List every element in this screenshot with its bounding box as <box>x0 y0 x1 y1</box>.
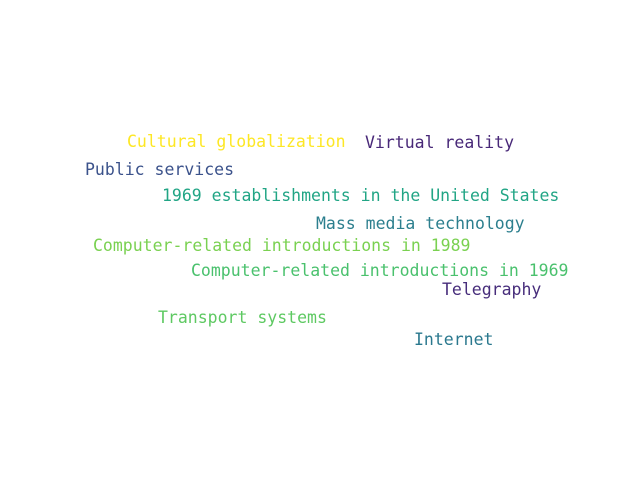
word-virtual-reality: Virtual reality <box>365 133 515 152</box>
word-mass-media-technology: Mass media technology <box>316 214 525 233</box>
word-transport-systems: Transport systems <box>158 308 327 327</box>
word-introductions-1989: Computer-related introductions in 1989 <box>93 236 471 255</box>
word-internet: Internet <box>414 330 494 349</box>
word-telegraphy: Telegraphy <box>442 280 542 299</box>
word-introductions-1969: Computer-related introductions in 1969 <box>191 261 569 280</box>
word-public-services: Public services <box>85 160 235 179</box>
word-1969-establishments: 1969 establishments in the United States <box>162 186 560 205</box>
word-cultural-globalization: Cultural globalization <box>127 132 346 151</box>
